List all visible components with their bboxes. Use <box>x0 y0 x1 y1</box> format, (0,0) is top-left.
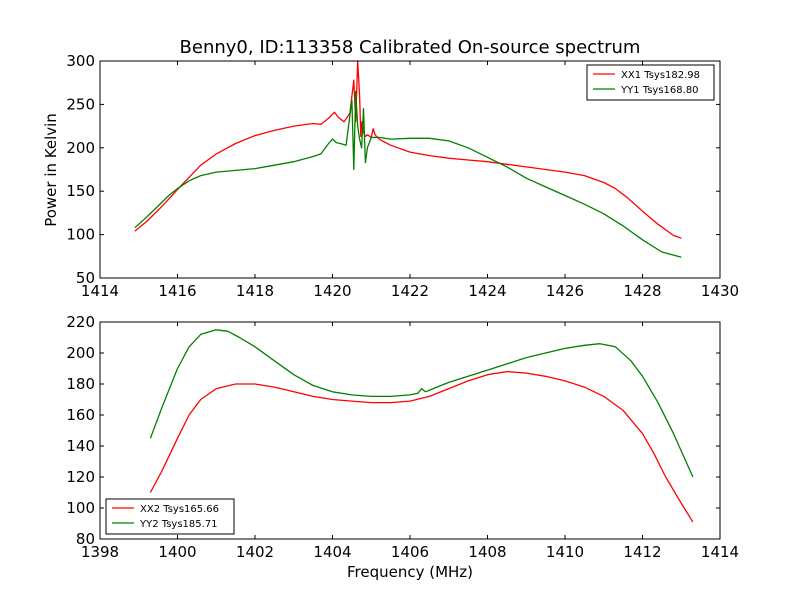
figure-title: Benny0, ID:113358 Calibrated On-source s… <box>180 37 641 58</box>
top-series-line-2 <box>134 90 682 258</box>
top-x-tick-label: 1426 <box>546 282 584 300</box>
bottom-x-tick-label: 1412 <box>623 543 661 561</box>
bottom-legend-box <box>105 498 235 535</box>
top-y-tick-label: 150 <box>66 182 95 200</box>
bottom-x-tick-label: 1402 <box>236 543 274 561</box>
top-x-tick-label: 1414 <box>81 282 119 300</box>
top-spectrum-panel: 1414 1416 1418 1420 1422 1424 1426 1428 1430 50 10… <box>66 52 739 300</box>
bottom-x-tick-label: 1414 <box>701 543 739 561</box>
top-x-tick-label: 1420 <box>313 282 351 300</box>
bottom-legend-label-1: XX2 Tsys165.66 <box>140 504 219 515</box>
top-x-tick-label: 1428 <box>623 282 661 300</box>
top-x-tick-label: 1416 <box>158 282 196 300</box>
bottom-legend-label-2: YY2 Tsys185.71 <box>139 519 218 530</box>
bottom-y-tick-label: 160 <box>66 406 95 424</box>
bottom-y-tick-label: 220 <box>66 313 95 331</box>
bottom-y-tick-label: 100 <box>66 499 95 517</box>
bottom-x-tick-label: 1404 <box>313 543 351 561</box>
bottom-y-tick-label: 80 <box>76 530 95 548</box>
bottom-x-tick-label: 1400 <box>158 543 196 561</box>
y-axis-label-top: Power in Kelvin <box>42 113 60 227</box>
bottom-y-tick-label: 140 <box>66 437 95 455</box>
bottom-y-tick-label: 200 <box>66 344 95 362</box>
top-y-tick-label: 100 <box>66 226 95 244</box>
top-x-tick-label: 1422 <box>391 282 429 300</box>
top-x-tick-label: 1424 <box>468 282 506 300</box>
top-y-tick-label: 50 <box>76 269 95 287</box>
bottom-x-tick-label: 1398 <box>81 543 119 561</box>
top-y-tick-label: 300 <box>66 52 95 70</box>
top-x-tick-label: 1418 <box>236 282 274 300</box>
bottom-spectrum-panel: 1398 1400 1402 1404 1406 1408 1410 1412 1414 80 10… <box>66 313 739 561</box>
bottom-y-tick-label: 120 <box>66 468 95 486</box>
bottom-series-line-2 <box>149 329 694 478</box>
bottom-x-tick-label: 1408 <box>468 543 506 561</box>
bottom-y-tick-label: 180 <box>66 375 95 393</box>
top-y-tick-label: 200 <box>66 139 95 157</box>
x-axis-label: Frequency (MHz) <box>347 563 473 581</box>
bottom-series-line-1 <box>149 370 694 523</box>
top-x-tick-label: 1430 <box>701 282 739 300</box>
top-legend-box <box>586 64 715 101</box>
bottom-x-tick-label: 1406 <box>391 543 429 561</box>
bottom-x-tick-label: 1410 <box>546 543 584 561</box>
top-legend-label-1: XX1 Tsys182.98 <box>621 70 700 81</box>
top-legend-label-2: YY1 Tsys168.80 <box>620 85 699 96</box>
top-y-tick-label: 250 <box>66 95 95 113</box>
